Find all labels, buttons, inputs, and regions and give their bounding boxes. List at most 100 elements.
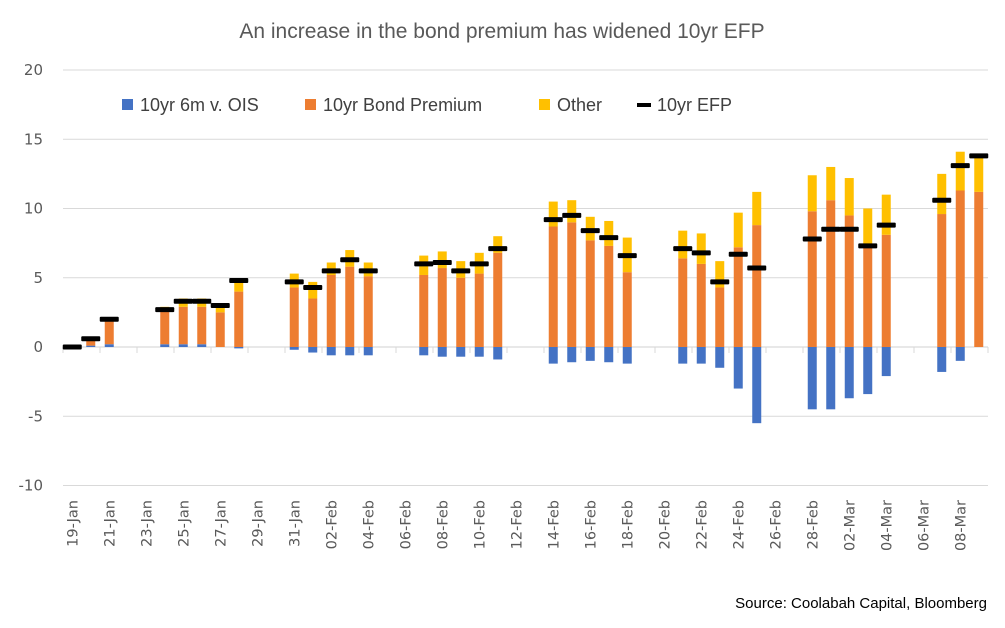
y-tick-label: 15 (24, 130, 43, 148)
x-tick-label: 16-Feb (583, 500, 599, 549)
x-tick-label: 14-Feb (546, 500, 562, 549)
efp-marker (99, 316, 119, 322)
bar-other (955, 151, 965, 191)
x-tick-label: 02-Feb (324, 500, 340, 549)
x-tick-label: 19-Jan (65, 500, 81, 547)
bar-bond-premium (493, 252, 503, 347)
x-tick-label: 18-Feb (620, 500, 636, 549)
bar-bond-premium (881, 234, 891, 347)
bar-bond-premium (308, 298, 318, 347)
bar-bond-premium (289, 287, 299, 347)
bar-ois (826, 347, 836, 410)
legend-swatch-ois (122, 99, 133, 110)
bar-other (696, 233, 706, 264)
efp-markers (62, 153, 989, 350)
bar-bond-premium (86, 340, 96, 346)
legend-label-other: Other (557, 95, 602, 115)
bar-ois (733, 347, 743, 389)
x-tick-label: 08-Mar (953, 500, 969, 551)
bar-ois (844, 347, 854, 399)
efp-marker (229, 278, 249, 284)
x-tick-label: 04-Mar (879, 500, 895, 551)
efp-marker (543, 217, 563, 223)
efp-marker (876, 222, 896, 228)
bar-other (807, 175, 817, 212)
efp-marker (173, 298, 193, 304)
bar-bond-premium (863, 247, 873, 347)
bar-bond-premium (678, 258, 688, 347)
bar-ois (752, 347, 762, 424)
bar-ois (622, 347, 632, 364)
bar-bond-premium (752, 225, 762, 347)
legend: 10yr 6m v. OIS 10yr Bond Premium Other 1… (122, 95, 732, 115)
bar-ois (86, 345, 96, 347)
bar-ois (437, 347, 447, 357)
gridlines (63, 69, 988, 486)
x-tick-label: 25-Jan (176, 500, 192, 547)
bar-ois (955, 347, 965, 361)
x-tick-label: 28-Feb (805, 500, 821, 549)
bar-bond-premium (234, 291, 244, 347)
x-tick-label: 26-Feb (768, 500, 784, 549)
bar-ois (567, 347, 577, 363)
bar-other (215, 305, 225, 313)
bar-other (937, 173, 947, 215)
efp-marker (858, 243, 878, 249)
legend-label-ois: 10yr 6m v. OIS (140, 95, 259, 115)
efp-marker (617, 253, 637, 259)
bar-ois (289, 347, 299, 350)
bar-other (567, 200, 577, 223)
bar-ois (715, 347, 725, 368)
bar-other (733, 212, 743, 248)
efp-marker (562, 212, 582, 218)
y-tick-label: 10 (24, 200, 43, 218)
efp-marker (969, 153, 989, 159)
efp-marker (691, 250, 711, 256)
efp-marker (155, 307, 175, 313)
bar-ois (419, 347, 429, 356)
legend-label-efp: 10yr EFP (657, 95, 732, 115)
bar-other (437, 251, 447, 269)
bar-ois (863, 347, 873, 395)
x-tick-label: 02-Mar (842, 500, 858, 551)
bar-bond-premium (733, 247, 743, 347)
efp-marker (358, 268, 378, 274)
bar-ois (696, 347, 706, 364)
bar-other (881, 194, 891, 235)
efp-marker (414, 261, 434, 267)
y-tick-label: 0 (33, 338, 43, 356)
x-tick-label: 29-Jan (250, 500, 266, 547)
efp-marker (451, 268, 471, 274)
y-tick-label: -10 (19, 477, 44, 495)
bar-ois (493, 347, 503, 360)
x-tick-label: 12-Feb (509, 500, 525, 549)
bar-bond-premium (326, 274, 336, 347)
bar-bond-premium (937, 214, 947, 347)
bar-bond-premium (622, 272, 632, 347)
legend-label-bond-premium: 10yr Bond Premium (323, 95, 482, 115)
efp-marker (839, 226, 859, 232)
bar-ois (474, 347, 484, 357)
legend-swatch-bond-premium (305, 99, 316, 110)
efp-marker (673, 246, 693, 252)
efp-marker (432, 260, 452, 266)
efp-marker (62, 344, 82, 350)
efp-marker (580, 228, 600, 234)
bar-ois (456, 347, 466, 357)
efp-marker (821, 226, 841, 232)
bar-bond-premium (345, 266, 355, 347)
bar-bond-premium (955, 190, 965, 347)
bar-bond-premium (437, 268, 447, 347)
efp-marker (469, 261, 489, 267)
efp-marker (192, 298, 212, 304)
efp-marker (81, 336, 101, 342)
bar-ois (585, 347, 595, 361)
y-tick-label: 5 (33, 269, 43, 287)
bar-other (548, 201, 558, 227)
x-axis: 19-Jan 21-Jan 23-Jan 25-Jan 27-Jan 29-Jan 31-J… (62, 346, 989, 551)
bar-bond-premium (104, 319, 114, 345)
efp-marker (728, 251, 748, 257)
y-tick-label: 20 (24, 61, 43, 79)
x-tick-label: 27-Jan (213, 500, 229, 547)
